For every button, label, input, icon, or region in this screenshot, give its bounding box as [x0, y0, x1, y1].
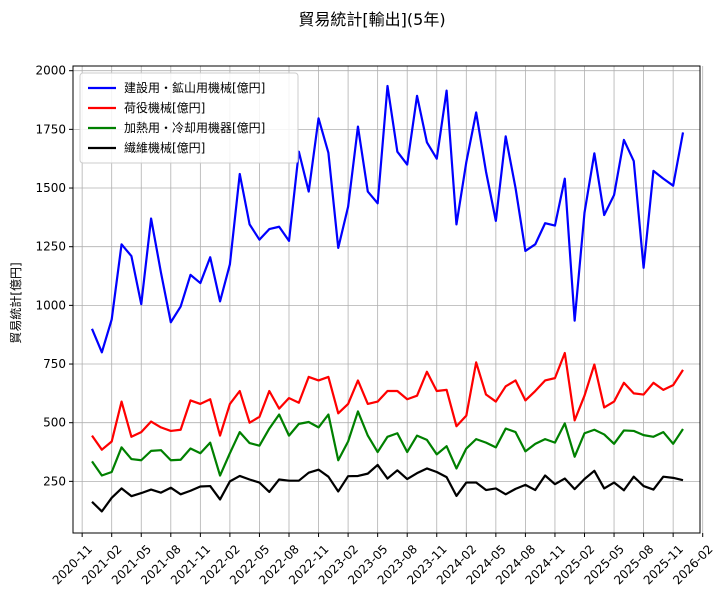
axes-frame [72, 65, 701, 534]
y-axis: 250 500 750 1000 1250 1500 1750 2000 [35, 64, 73, 488]
y-tick-label: 1500 [35, 181, 66, 195]
y-tick-label: 250 [43, 474, 66, 488]
series-line-1 [90, 84, 685, 354]
y-axis-label: 貿易統計[億円] [8, 262, 23, 343]
y-tick-label: 750 [43, 357, 66, 371]
y-tick-label: 500 [43, 416, 66, 430]
series-group [90, 84, 685, 513]
legend-label: 荷役機械[億円] [124, 100, 205, 115]
y-tick-label: 2000 [35, 64, 66, 78]
y-tick-label: 1000 [35, 298, 66, 312]
legend-box [79, 72, 299, 164]
legend-label: 繊維機械[億円] [124, 140, 205, 155]
y-tick-label: 1750 [35, 122, 66, 136]
y-tick-label: 1250 [35, 240, 66, 254]
series-line-4 [91, 463, 684, 513]
legend-label: 加熱用・冷却用機器[億円] [124, 120, 265, 135]
legend: 建設用・鉱山用機械[億円] 荷役機械[億円] 加熱用・冷却用機器[億円] 繊維機械[億… [79, 72, 299, 164]
chart-title: 貿易統計[輸出](5年) [298, 10, 445, 29]
legend-label: 建設用・鉱山用機械[億円] [124, 80, 265, 95]
series-line-3 [91, 410, 684, 477]
series-line-2 [91, 351, 684, 451]
